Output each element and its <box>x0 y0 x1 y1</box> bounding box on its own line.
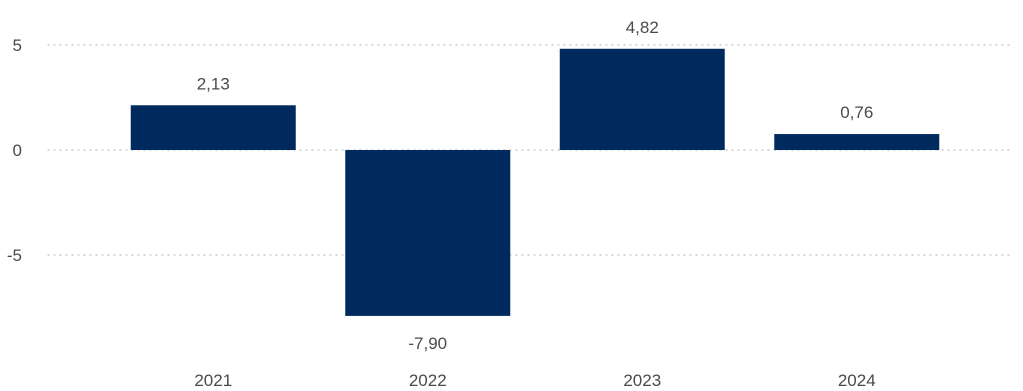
y-tick-label: -5 <box>7 246 22 265</box>
y-axis-ticks: 5 0 -5 <box>7 36 22 265</box>
data-labels: 2,13 -7,90 4,82 0,76 <box>197 18 874 353</box>
y-tick-label: 5 <box>13 36 22 55</box>
data-label-2022: -7,90 <box>408 334 447 353</box>
bar-2021 <box>130 105 296 150</box>
category-label-2024: 2024 <box>838 371 876 390</box>
data-label-2024: 0,76 <box>840 103 873 122</box>
bar-2023 <box>559 48 725 150</box>
bar-2022 <box>345 150 511 316</box>
category-label-2021: 2021 <box>194 371 232 390</box>
y-tick-label: 0 <box>13 141 22 160</box>
x-axis-categories: 2021 2022 2023 2024 <box>194 371 875 390</box>
data-label-2021: 2,13 <box>197 74 230 93</box>
bars <box>130 48 940 316</box>
category-label-2023: 2023 <box>623 371 661 390</box>
category-label-2022: 2022 <box>409 371 447 390</box>
bar-2024 <box>774 134 940 150</box>
data-label-2023: 4,82 <box>626 18 659 37</box>
